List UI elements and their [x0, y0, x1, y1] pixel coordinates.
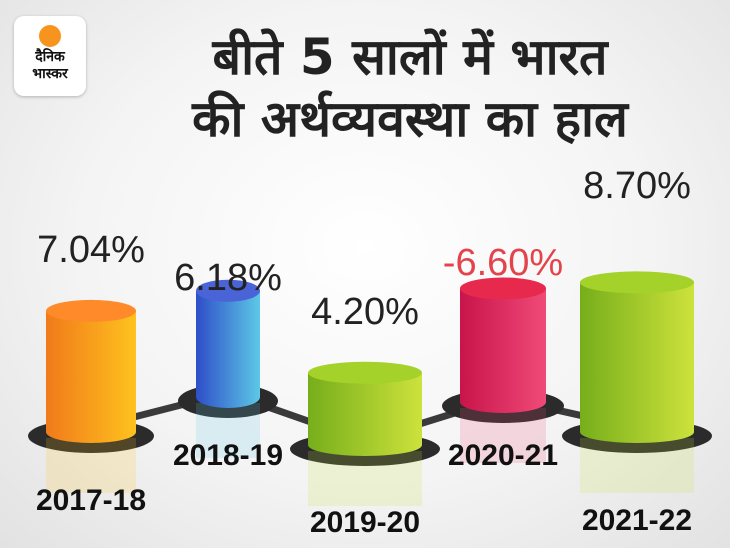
category-label: 2018-19: [173, 439, 283, 472]
logo-text-line2: भास्कर: [32, 66, 68, 82]
bar-group: [46, 271, 694, 456]
chart-title-line2: की अर्थव्यवस्था का हाल: [192, 90, 628, 148]
logo: दैनिक भास्कर: [14, 16, 86, 96]
sun-logo-icon: [39, 25, 61, 47]
bar-top-cap: [580, 271, 694, 294]
bar-top-cap: [196, 279, 260, 302]
value-label: 6.18%: [174, 257, 282, 299]
bar-reflection: [308, 451, 422, 506]
bar-top-cap: [460, 277, 546, 300]
value-label: 8.70%: [583, 165, 691, 207]
bar-2020-21: [460, 288, 546, 413]
bar-reflection: [460, 408, 546, 463]
logo-text-line1: दैनिक: [35, 49, 65, 65]
bar-reflection: [580, 438, 694, 493]
bar-top-cap: [308, 361, 422, 384]
category-label: 2021-22: [582, 504, 692, 537]
category-label: 2019-20: [310, 506, 420, 539]
bar-2021-22: [580, 282, 694, 443]
bar-2017-18: [46, 310, 136, 443]
chart-title: बीते 5 सालों में भारत की अर्थव्यवस्था का…: [100, 26, 720, 150]
chart-title-line1: बीते 5 सालों में भारत: [212, 28, 608, 86]
bar-2019-20: [308, 372, 422, 456]
category-label: 2020-21: [448, 439, 558, 472]
label-group: 7.04% 2017-18 6.18% 2018-19 4.20% 2019-20 -6.6…: [36, 165, 692, 539]
bar-reflection: [46, 438, 136, 493]
bar-reflection: [196, 403, 260, 458]
bar-2018-19: [196, 290, 260, 408]
bar-top-cap: [46, 299, 136, 322]
value-label: 4.20%: [311, 291, 419, 333]
value-label: 7.04%: [37, 229, 145, 271]
category-label: 2017-18: [36, 484, 146, 517]
value-label: -6.60%: [443, 242, 563, 284]
